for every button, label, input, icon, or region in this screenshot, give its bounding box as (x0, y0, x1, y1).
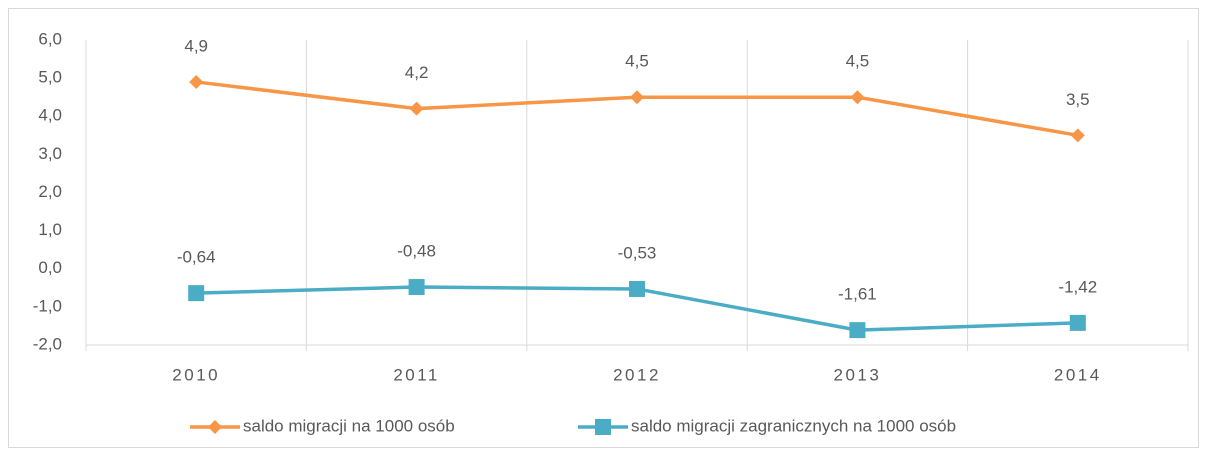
x-tick-label: 2012 (613, 365, 661, 384)
point-marker (409, 101, 424, 116)
data-label: 4,5 (846, 52, 870, 71)
point-marker (630, 90, 644, 105)
data-label: -1,61 (838, 285, 877, 304)
data-label: -0,64 (177, 248, 216, 267)
point-marker (1069, 314, 1086, 331)
data-label: 3,5 (1066, 90, 1090, 109)
x-tick-label: 2013 (833, 365, 881, 384)
x-tick-label: 2014 (1054, 365, 1102, 384)
legend-label: saldo migracji na 1000 osób (243, 416, 455, 435)
x-tick-label: 2011 (393, 365, 440, 384)
data-label: -1,42 (1058, 277, 1097, 296)
point-marker (188, 285, 205, 302)
y-tick-label: 2,0 (38, 182, 62, 201)
x-tick-label: 2010 (172, 365, 220, 384)
data-label: 4,9 (184, 36, 208, 55)
point-marker (849, 322, 866, 339)
legend-marker (208, 420, 222, 434)
legend-marker (595, 419, 611, 435)
data-label: 4,5 (625, 52, 649, 71)
y-tick-label: -2,0 (33, 334, 62, 353)
y-tick-label: -1,0 (33, 296, 62, 315)
point-marker (189, 74, 204, 89)
point-marker (850, 90, 865, 105)
y-tick-label: 6,0 (38, 29, 62, 48)
y-tick-label: 4,0 (38, 106, 62, 125)
point-marker (629, 280, 645, 297)
point-marker (408, 279, 425, 296)
data-label: -0,53 (618, 243, 657, 262)
y-tick-label: 3,0 (38, 144, 62, 163)
data-label: 4,2 (405, 63, 429, 82)
y-tick-label: 0,0 (38, 258, 62, 277)
y-tick-label: 1,0 (38, 220, 62, 239)
legend-label: saldo migracji zagranicznych na 1000 osó… (631, 416, 956, 435)
data-label: -0,48 (397, 242, 436, 261)
y-tick-label: 5,0 (38, 68, 62, 87)
point-marker (1070, 128, 1085, 143)
